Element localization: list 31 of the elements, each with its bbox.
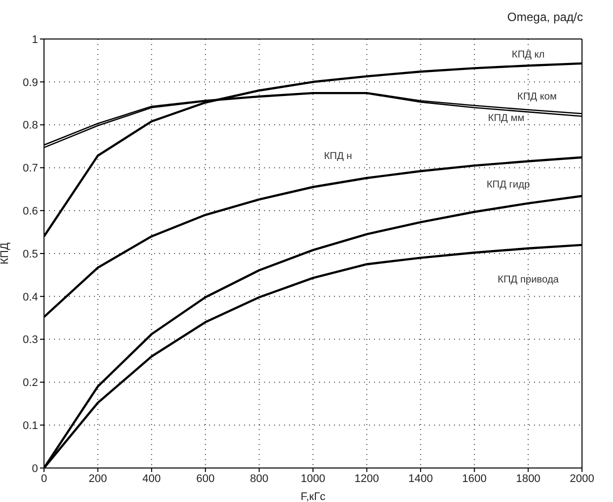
x-tick-label: 1000 [300, 472, 326, 485]
y-tick-label: 0 [32, 462, 38, 475]
y-tick-label: 0.9 [22, 76, 38, 89]
y-tick-label: 0.3 [22, 334, 38, 346]
y-tick-label: 0.2 [22, 377, 38, 390]
series-label: КПД гидр [486, 179, 530, 190]
y-tick-label: 0.6 [22, 206, 38, 218]
series-label: КПД н [324, 151, 352, 162]
x-tick-label: 1800 [516, 472, 540, 485]
series-label: КПД ком [517, 92, 557, 103]
x-tick-label: 800 [250, 472, 268, 485]
x-tick-label: 200 [88, 472, 107, 485]
series-label: КПД кл [512, 50, 545, 61]
y-tick-label: 1 [32, 34, 38, 46]
text: КПД привода [498, 274, 560, 286]
x-tick-label: 400 [142, 472, 161, 485]
y-tick-label: 0.7 [22, 162, 38, 175]
y-axis-title: КПД [0, 242, 11, 264]
y-tick-label: 0.4 [22, 291, 38, 304]
chart-title: Omega, рад/с [507, 10, 583, 24]
x-axis-title: F,кГс [300, 491, 326, 502]
x-tick-label: 1400 [408, 472, 433, 485]
y-tick-label: 0.8 [22, 120, 38, 132]
x-tick-label: 1600 [462, 472, 487, 485]
x-tick-label: 2000 [570, 472, 594, 485]
x-tick-label: 1200 [354, 472, 380, 485]
x-tick-label: 0 [40, 472, 48, 485]
y-tick-label: 0.5 [22, 248, 38, 260]
x-tick-label: 600 [196, 472, 215, 485]
series-label: КПД мм [488, 112, 524, 124]
y-tick-label: 0.1 [22, 420, 38, 432]
